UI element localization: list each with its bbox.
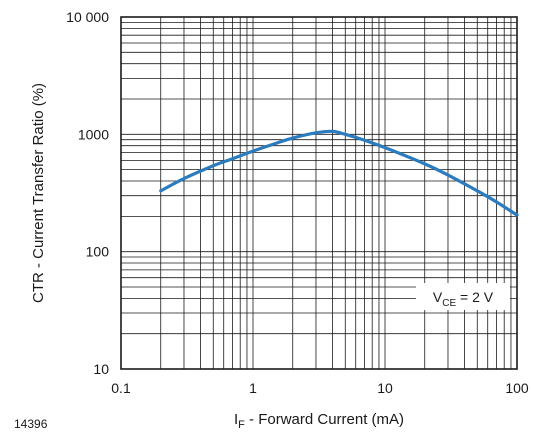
x-tick-label: 100 [505, 380, 529, 396]
vce-subscript: CE [442, 298, 456, 309]
vce-annotation-text: VCE = 2 V [433, 289, 494, 309]
grid-lines [121, 17, 517, 369]
y-tick-label: 1000 [78, 126, 109, 142]
y-tick-label: 100 [86, 244, 110, 260]
y-tick-label: 10 000 [66, 9, 109, 25]
vce-value: = 2 V [456, 289, 494, 305]
ctr-curve-line [159, 129, 519, 217]
y-axis-label: CTR - Current Transfer Ratio (%) [30, 83, 47, 303]
ctr-curve-layer [159, 129, 519, 217]
x-axis-label-text: - Forward Current (mA) [245, 411, 404, 428]
vce-symbol: V [433, 289, 443, 305]
y-tick-label: 10 [93, 361, 109, 377]
y-tick-labels: 10 100 1000 10 000 [66, 9, 109, 377]
x-axis-label: IF - Forward Current (mA) [234, 411, 404, 431]
plot-frame [120, 16, 518, 370]
figure-number: 14396 [14, 417, 48, 431]
x-tick-label: 0.1 [111, 380, 131, 396]
x-tick-label: 1 [249, 380, 257, 396]
vce-annotation: VCE = 2 V [416, 283, 510, 310]
x-axis-label-symbol: I [234, 411, 238, 428]
x-tick-label: 10 [377, 380, 393, 396]
x-tick-labels: 0.1 1 10 100 [111, 380, 529, 396]
x-axis-label-subscript: F [238, 419, 245, 431]
vce-annotation-background [416, 283, 510, 310]
